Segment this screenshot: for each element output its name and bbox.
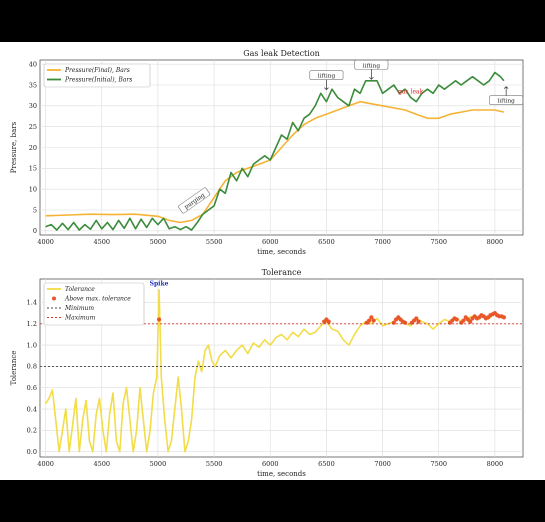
above-tolerance-point	[326, 319, 331, 324]
x-axis-label: time, seconds	[257, 248, 306, 256]
above-tolerance-point	[461, 318, 466, 323]
annotation-arrowhead	[369, 77, 374, 80]
annotation-frame	[178, 187, 211, 214]
x-tick-label: 4500	[94, 460, 111, 468]
above-tolerance-point	[501, 315, 507, 320]
x-tick-label: 7500	[430, 238, 447, 246]
above-tolerance-point	[468, 319, 473, 324]
y-tick-label: 10	[29, 185, 37, 193]
legend-label: Pressure(Initial), Bars	[64, 77, 132, 84]
legend-frame	[43, 282, 145, 326]
y-tick-label: 0	[33, 227, 37, 235]
y-tick-label: 35	[29, 81, 37, 89]
annotation-frame	[309, 70, 344, 80]
y-tick-label: 1.2	[27, 320, 37, 328]
y-axis-label: Tolerance	[10, 351, 18, 386]
x-tick-label: 6500	[318, 460, 335, 468]
legend-label: Pressure(Final), Bars	[64, 67, 130, 74]
series-line-2	[45, 71, 505, 231]
above-tolerance-point	[416, 319, 421, 324]
legend-label: Maximum	[64, 315, 96, 322]
annotation-label: Spike	[150, 280, 169, 287]
legend-label: Minimum	[64, 305, 94, 312]
x-tick-label: 4500	[94, 238, 111, 246]
x-tick-label: 4000	[37, 238, 54, 246]
chart-panel-2: Tolerance Above max. tolerance Minimum Maxi…	[39, 278, 524, 458]
annotation-label: lifting	[497, 99, 515, 105]
series-line-1	[44, 288, 505, 453]
y-tick-label: 0.2	[27, 427, 37, 435]
y-tick-label: 5	[33, 206, 37, 214]
y-axis-label: Pressure, bars	[10, 121, 18, 173]
x-tick-label: 7000	[374, 238, 391, 246]
above-tolerance-point	[367, 318, 372, 323]
chart-title: Tolerance	[262, 268, 302, 277]
x-tick-label: 5000	[150, 238, 167, 246]
x-tick-label: 5500	[206, 460, 223, 468]
figure: purging Pressure(Final), Bars Pressure(Ini…	[0, 42, 545, 480]
x-tick-label: 6500	[318, 238, 335, 246]
above-tolerance-point	[371, 318, 376, 323]
legend: Tolerance Above max. tolerance Minimum Maxi…	[43, 282, 145, 326]
series-line-1	[45, 100, 505, 224]
y-tick-label: 0.8	[27, 363, 37, 371]
x-tick-label: 8000	[487, 238, 504, 246]
y-tick-label: 30	[29, 102, 37, 110]
annotation-arrowhead	[324, 87, 329, 91]
legend-label: Tolerance	[65, 286, 95, 293]
above-tolerance-point	[454, 317, 459, 322]
legend-label: Above max. tolerance	[64, 296, 131, 303]
y-tick-label: 15	[29, 165, 37, 173]
x-tick-label: 6000	[262, 238, 279, 246]
y-tick-label: 1.4	[27, 299, 37, 307]
y-tick-label: 25	[29, 123, 37, 131]
chart-title: Gas leak Detection	[243, 49, 320, 58]
above-tolerance-point	[414, 316, 419, 321]
x-tick-label: 5500	[206, 238, 223, 246]
y-tick-label: 20	[29, 144, 37, 152]
x-tick-label: 4000	[37, 460, 54, 468]
y-tick-label: 0.0	[27, 448, 37, 456]
annotation-label: lifting	[363, 63, 381, 69]
y-tick-label: 1.0	[27, 341, 37, 349]
y-tick-label: 0.4	[27, 405, 37, 413]
legend-frame	[43, 63, 151, 88]
x-tick-label: 5000	[150, 460, 167, 468]
x-tick-label: 7500	[430, 460, 447, 468]
x-tick-label: 7000	[374, 460, 391, 468]
annotation-arrowhead	[503, 86, 509, 89]
above-tolerance-point	[156, 317, 162, 322]
annotation-label: lifting	[318, 74, 336, 80]
x-tick-label: 6000	[262, 460, 279, 468]
x-tick-label: 8000	[487, 460, 504, 468]
legend-marker	[52, 296, 56, 301]
y-tick-label: 0.6	[27, 384, 37, 392]
x-axis-label: time, seconds	[257, 470, 306, 478]
y-tick-label: 40	[29, 60, 37, 68]
legend: Pressure(Final), Bars Pressure(Initial), …	[43, 63, 151, 88]
annotation-frame	[489, 95, 524, 105]
annotation-label: gas leak	[398, 88, 423, 95]
above-tolerance-point	[369, 315, 374, 320]
